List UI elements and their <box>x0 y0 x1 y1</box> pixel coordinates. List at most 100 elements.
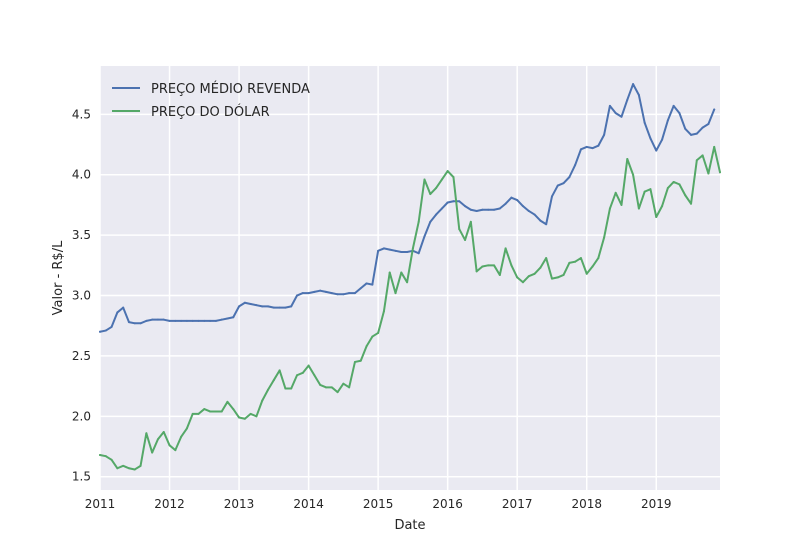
y-tick-label: 2.0 <box>72 409 91 423</box>
data-point <box>452 176 455 179</box>
data-point <box>185 427 188 430</box>
data-point <box>464 205 467 208</box>
data-point <box>510 196 513 199</box>
data-point <box>353 292 356 295</box>
x-tick-label: 2018 <box>571 497 602 511</box>
data-point <box>284 387 287 390</box>
data-point <box>579 148 582 151</box>
data-point <box>666 187 669 190</box>
data-point <box>232 408 235 411</box>
y-axis-title: Valor - R$/L <box>51 240 66 315</box>
data-point <box>568 261 571 264</box>
data-point <box>197 319 200 322</box>
legend-label: PREÇO MÉDIO REVENDA <box>151 81 310 97</box>
y-tick-label: 3.5 <box>72 228 91 242</box>
data-point <box>504 247 507 250</box>
data-point <box>156 438 159 441</box>
data-point <box>243 417 246 420</box>
data-point <box>162 431 165 434</box>
x-tick-label: 2012 <box>154 497 185 511</box>
data-point <box>608 207 611 210</box>
data-point <box>719 171 721 174</box>
data-point <box>643 190 646 193</box>
x-tick-label: 2019 <box>641 497 672 511</box>
data-point <box>661 205 664 208</box>
data-point <box>336 293 339 296</box>
data-point <box>707 122 710 125</box>
data-point <box>377 331 380 334</box>
data-point <box>110 325 113 328</box>
data-point <box>267 305 270 308</box>
data-point <box>330 386 333 389</box>
data-point <box>400 271 403 274</box>
data-point <box>690 133 693 136</box>
data-point <box>493 264 496 267</box>
data-point <box>649 137 652 140</box>
series-1 <box>99 145 721 471</box>
x-tick-label: 2011 <box>85 497 116 511</box>
data-point <box>342 293 345 296</box>
data-point <box>591 265 594 268</box>
data-point <box>521 281 524 284</box>
data-point <box>290 387 293 390</box>
data-point <box>330 292 333 295</box>
data-point <box>226 400 229 403</box>
data-point <box>238 416 241 419</box>
data-point <box>458 200 461 203</box>
data-point <box>643 121 646 124</box>
series-line <box>99 145 721 471</box>
series-0 <box>99 83 716 333</box>
data-point <box>695 132 698 135</box>
data-point <box>533 213 536 216</box>
data-point <box>261 399 264 402</box>
data-point <box>493 208 496 211</box>
data-point <box>116 467 119 470</box>
data-point <box>296 374 299 377</box>
data-point <box>377 249 380 252</box>
x-tick-label: 2017 <box>502 497 533 511</box>
data-point <box>365 282 368 285</box>
data-point <box>156 318 159 321</box>
y-tick-label: 4.5 <box>72 107 91 121</box>
data-point <box>469 220 472 223</box>
data-point <box>435 213 438 216</box>
data-point <box>371 283 374 286</box>
series-layer <box>99 83 721 471</box>
data-point <box>568 176 571 179</box>
data-point <box>464 238 467 241</box>
data-point <box>510 264 513 267</box>
data-point <box>249 302 252 305</box>
data-point <box>185 319 188 322</box>
data-point <box>336 391 339 394</box>
data-point <box>127 467 130 470</box>
data-point <box>446 201 449 204</box>
data-point <box>620 203 623 206</box>
data-point <box>556 184 559 187</box>
data-point <box>429 220 432 223</box>
data-point <box>527 275 530 278</box>
data-point <box>504 202 507 205</box>
data-point <box>359 359 362 362</box>
data-point <box>516 276 519 279</box>
data-point <box>452 200 455 203</box>
data-point <box>550 277 553 280</box>
data-point <box>255 415 258 418</box>
data-point <box>307 364 310 367</box>
data-point <box>122 464 125 467</box>
data-point <box>365 345 368 348</box>
data-point <box>423 235 426 238</box>
data-point <box>220 318 223 321</box>
data-point <box>127 321 130 324</box>
data-point <box>545 257 548 260</box>
data-point <box>255 304 258 307</box>
data-point <box>400 251 403 254</box>
data-point <box>99 453 101 456</box>
data-point <box>324 290 327 293</box>
data-point <box>394 249 397 252</box>
data-point <box>620 115 623 118</box>
data-point <box>301 371 304 374</box>
data-point <box>603 133 606 136</box>
data-point <box>203 319 206 322</box>
data-point <box>533 272 536 275</box>
